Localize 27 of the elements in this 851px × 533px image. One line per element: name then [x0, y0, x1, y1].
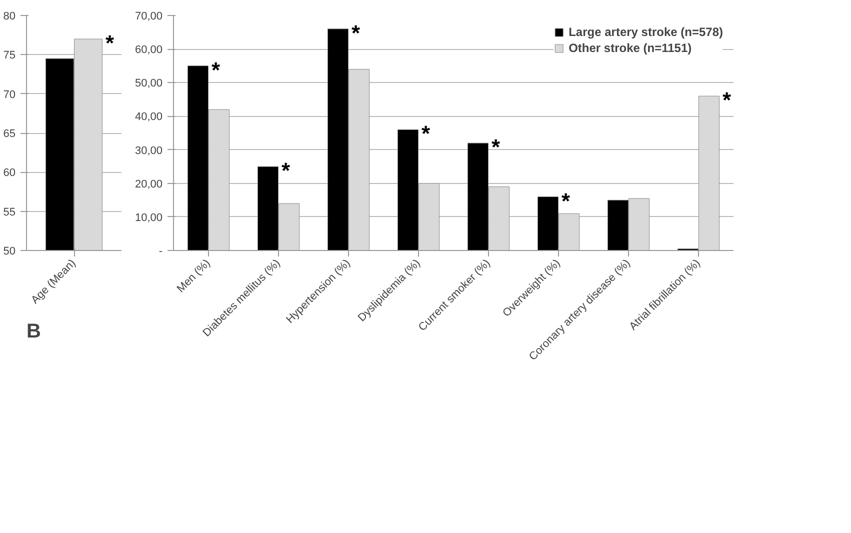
annotation: * [352, 20, 360, 46]
legend-label: Other stroke (n=1151) [568, 41, 692, 55]
y-tick-label: 10,00 [134, 212, 163, 224]
y-tick-label: 30,00 [134, 144, 163, 157]
y-tick-label: 60 [3, 167, 16, 180]
y-tick-label: 50,00 [134, 78, 163, 90]
annotation: * [282, 158, 290, 184]
y-tick-label: 40,00 [134, 111, 163, 124]
y-tick-label: - [158, 246, 163, 258]
annotation: * [106, 30, 114, 56]
y-tick-label: 65 [3, 128, 16, 140]
annotation: * [212, 57, 220, 82]
y-tick-label: 50 [3, 246, 16, 258]
y-tick-label: 80 [3, 10, 16, 22]
y-tick-label: 75 [3, 50, 16, 62]
y-tick-label: 20,00 [134, 178, 163, 190]
annotation: * [562, 188, 570, 214]
y-tick-label: 70,00 [134, 10, 163, 22]
x-tick-label: Men (%) [174, 257, 213, 296]
legend-label: Large artery stroke (n=578) [568, 25, 723, 39]
annotation: * [422, 121, 430, 146]
y-tick-label: 70 [3, 88, 16, 101]
y-tick-label: 55 [3, 206, 16, 218]
annotation: * [722, 88, 732, 113]
annotation: * [492, 134, 500, 160]
y-tick-label: 60,00 [134, 44, 163, 56]
text: B [26, 320, 41, 342]
